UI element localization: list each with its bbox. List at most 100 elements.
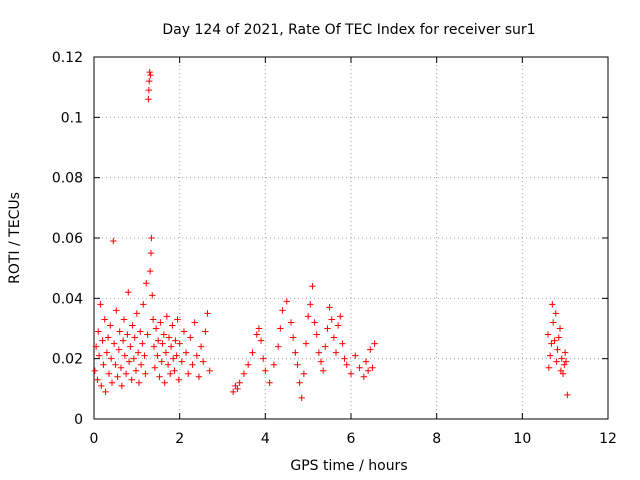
grid-lines [94, 57, 608, 419]
data-point [112, 361, 119, 368]
data-point [158, 358, 165, 365]
data-point [193, 352, 200, 359]
data-point [113, 307, 120, 314]
data-point [197, 343, 205, 350]
data-point [191, 319, 198, 326]
data-point [356, 364, 363, 371]
data-point [139, 340, 146, 347]
data-point [304, 313, 312, 320]
data-point [551, 337, 558, 344]
data-point [145, 96, 152, 103]
y-tick-label: 0 [74, 412, 83, 428]
data-point [236, 379, 243, 386]
y-axis-label: ROTI / TECUs [7, 192, 23, 284]
x-tick-label: 0 [90, 431, 99, 447]
data-point [187, 334, 194, 341]
data-point [230, 388, 237, 396]
data-point [259, 355, 267, 362]
data-point [319, 367, 327, 374]
data-point [144, 331, 151, 338]
data-point [292, 349, 299, 356]
data-point [544, 331, 552, 338]
data-point [559, 370, 567, 377]
data-point [150, 343, 158, 350]
data-point [185, 370, 192, 377]
data-point [149, 292, 156, 299]
data-point [324, 325, 331, 332]
data-point [553, 358, 560, 365]
data-point [339, 340, 346, 347]
data-point [121, 352, 129, 359]
data-point [287, 319, 295, 326]
data-point [234, 385, 241, 393]
y-tick-label: 0.08 [52, 171, 83, 187]
data-point [274, 343, 282, 350]
data-point [125, 358, 133, 365]
x-axis-ticks: 0 2 4 6 8 10 12 [90, 57, 617, 447]
data-point [171, 367, 178, 374]
data-point [334, 322, 342, 329]
data-point [302, 340, 310, 347]
data-point [564, 391, 571, 399]
x-tick-label: 6 [347, 431, 356, 447]
data-point [128, 376, 135, 383]
data-point [311, 319, 318, 326]
data-point [120, 316, 128, 323]
data-point [262, 367, 269, 374]
data-point [127, 343, 134, 350]
y-axis-ticks: 0 0.02 0.04 0.06 0.08 0.1 0.12 [52, 50, 608, 428]
data-point [296, 379, 303, 386]
x-tick-label: 12 [599, 431, 617, 447]
data-point [108, 379, 116, 386]
data-point [289, 334, 297, 341]
data-point [347, 370, 355, 377]
data-point [283, 298, 290, 305]
data-point [97, 301, 104, 308]
data-points [91, 68, 571, 402]
data-point [161, 379, 168, 386]
data-point [95, 352, 103, 359]
data-point [160, 331, 168, 338]
data-point [317, 358, 325, 365]
data-point [561, 361, 568, 368]
data-point [148, 234, 155, 242]
data-point [367, 346, 374, 353]
data-point [117, 364, 125, 371]
data-point [561, 349, 569, 356]
data-point [167, 370, 174, 377]
data-point [105, 370, 113, 377]
data-point [98, 382, 105, 390]
data-point [562, 358, 570, 365]
data-point [307, 301, 314, 308]
data-point [255, 325, 263, 332]
data-point [253, 331, 260, 338]
data-point [146, 68, 153, 76]
data-point [549, 301, 556, 308]
data-point [151, 364, 159, 371]
data-point [107, 322, 114, 329]
data-point [155, 337, 162, 344]
data-point [369, 364, 376, 371]
data-point [341, 355, 348, 362]
data-point [552, 310, 559, 317]
data-point [189, 361, 196, 368]
data-point [180, 328, 188, 335]
data-point [300, 370, 308, 377]
data-point [116, 328, 123, 335]
data-point [176, 340, 183, 347]
data-point [129, 322, 136, 329]
data-point [165, 334, 173, 341]
data-point [240, 370, 248, 377]
data-point [337, 313, 344, 320]
data-point [114, 373, 121, 380]
data-point [143, 280, 150, 287]
data-point [364, 367, 372, 374]
data-point [159, 340, 166, 347]
data-point [99, 337, 106, 344]
y-tick-label: 0.12 [52, 50, 83, 66]
data-point [94, 376, 101, 383]
data-point [130, 355, 138, 362]
data-point [119, 337, 127, 344]
data-point [279, 307, 286, 314]
data-point [172, 337, 179, 344]
